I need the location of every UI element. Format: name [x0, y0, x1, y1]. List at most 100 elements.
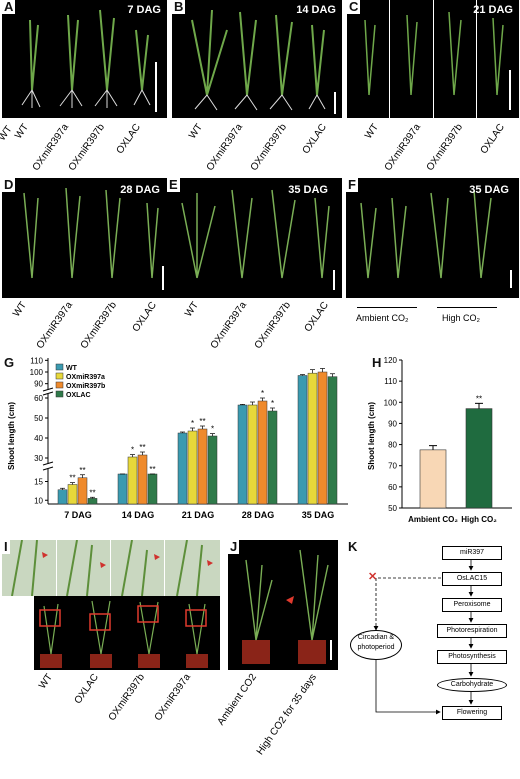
bar [257, 400, 268, 505]
x-tick-label: 21 DAG [182, 510, 215, 520]
legend-label: WT [66, 365, 78, 372]
y-tick-label: 90 [388, 419, 397, 428]
flow-node-photosynthesis: Photosynthesis [437, 650, 507, 664]
photo-panel-f: F 35 DAG [346, 178, 519, 298]
flow-node-flowering: Flowering [442, 706, 502, 720]
genotype-label: High CO2 for 35 days [254, 672, 320, 758]
dag-label: 35 DAG [288, 184, 328, 196]
panel-letter: A [2, 0, 16, 14]
bar [419, 449, 447, 509]
panel-letter: B [172, 0, 186, 14]
flow-node-photorespiration: Photorespiration [437, 624, 507, 638]
plants-illustration [360, 189, 512, 288]
axis-break-mark [42, 466, 54, 471]
x-tick-label: Ambient CO₂ [408, 515, 458, 524]
significance-mark: ** [476, 394, 482, 403]
legend-swatch [55, 381, 64, 389]
significance-mark: ** [89, 488, 95, 497]
y-tick-label: 100 [30, 368, 44, 377]
bar [177, 432, 188, 505]
significance-mark: ** [69, 474, 75, 483]
group-label-ambient: Ambient CO₂ [356, 313, 409, 323]
x-tick-label: 7 DAG [64, 510, 92, 520]
significance-mark: * [211, 425, 214, 434]
dag-label: 14 DAG [296, 4, 336, 16]
bar [307, 372, 318, 505]
plants-illustration [364, 11, 511, 110]
dag-label: 21 DAG [473, 4, 513, 16]
bar [127, 456, 138, 505]
bar [117, 473, 128, 505]
photo-panel-a: A 7 DAG [2, 0, 167, 118]
y-axis-label: Shoot length (cm) [367, 402, 376, 470]
y-tick-label: 110 [384, 377, 397, 386]
dag-label: 35 DAG [469, 184, 509, 196]
y-tick-label: 80 [388, 441, 397, 450]
flowchart-arrows [373, 560, 474, 715]
chart-g: 10 15 30 40 50 60 90 100 110 Shoot length (cm) 7 D… [7, 356, 348, 520]
y-tick-label: 10 [34, 496, 43, 505]
y-tick-label: 70 [388, 462, 397, 471]
y-tick-label: 60 [34, 394, 43, 403]
photo-panel-e: E 35 DAG [167, 178, 342, 298]
bar [197, 428, 208, 505]
legend-label: OXLAC [66, 392, 91, 399]
flow-node-peroxisome: Peroxisome [442, 598, 502, 612]
significance-mark: * [191, 419, 194, 428]
panel-i [2, 540, 220, 670]
significance-mark: ** [139, 443, 145, 452]
x-tick-label: High CO₂ [461, 515, 497, 524]
bar [147, 473, 158, 505]
x-tick-label: 35 DAG [302, 510, 335, 520]
chart-h: 50 60 70 80 90 100 110 120 Shoot length (cm) Ambi… [367, 356, 512, 524]
panel-letter-j: J [228, 539, 240, 554]
y-tick-label: 50 [388, 504, 397, 513]
y-tick-label: 30 [34, 454, 43, 463]
bar [317, 371, 328, 505]
plants-illustration [191, 9, 336, 114]
significance-mark: * [261, 389, 264, 398]
bar [77, 477, 88, 505]
y-tick-label: 60 [388, 483, 397, 492]
significance-mark: ** [149, 465, 155, 474]
bar [207, 435, 218, 505]
bar [187, 430, 198, 505]
significance-mark: * [271, 399, 274, 408]
panel-letter-k: K [346, 539, 360, 554]
bar [87, 498, 98, 505]
dag-label: 28 DAG [120, 184, 160, 196]
flow-node-mir397: miR397 [442, 546, 502, 560]
y-tick-label: 15 [34, 478, 43, 487]
legend-swatch [55, 390, 64, 398]
legend-label: OXmiR397a [66, 374, 105, 381]
cross-mark: ✕ [368, 571, 378, 583]
x-tick-label: 14 DAG [122, 510, 155, 520]
genotype-label: WT [37, 672, 56, 692]
panel-letter: F [346, 178, 358, 192]
panel-letter-h: H [370, 355, 384, 370]
group-label-high: High CO₂ [442, 313, 481, 323]
y-tick-label: 90 [34, 380, 43, 389]
y-axis-label: Shoot length (cm) [7, 402, 16, 470]
bar [137, 454, 148, 505]
plants-illustration [21, 9, 157, 112]
flow-node-oslac15: OsLAC15 [442, 572, 502, 586]
photo-panel-b: B 14 DAG [172, 0, 342, 118]
y-tick-label: 120 [384, 356, 398, 365]
bar [267, 410, 278, 505]
bar [67, 484, 78, 505]
y-tick-label: 110 [30, 356, 43, 365]
bar [327, 376, 338, 505]
photo-panel-c: C 21 DAG [347, 0, 519, 118]
y-tick-label: 50 [34, 414, 43, 423]
significance-mark: * [131, 446, 134, 455]
panel-letter-i: I [2, 539, 10, 554]
photo-panel-j [228, 540, 338, 670]
significance-mark: ** [79, 466, 85, 475]
panel-letter: E [167, 178, 180, 192]
legend-swatch [55, 363, 64, 371]
axis-break [42, 390, 348, 394]
legend-label: OXmiR397b [66, 383, 105, 390]
y-tick-label: 40 [34, 434, 43, 443]
flow-node-carbohydrate: Carbohydrate [437, 678, 507, 692]
